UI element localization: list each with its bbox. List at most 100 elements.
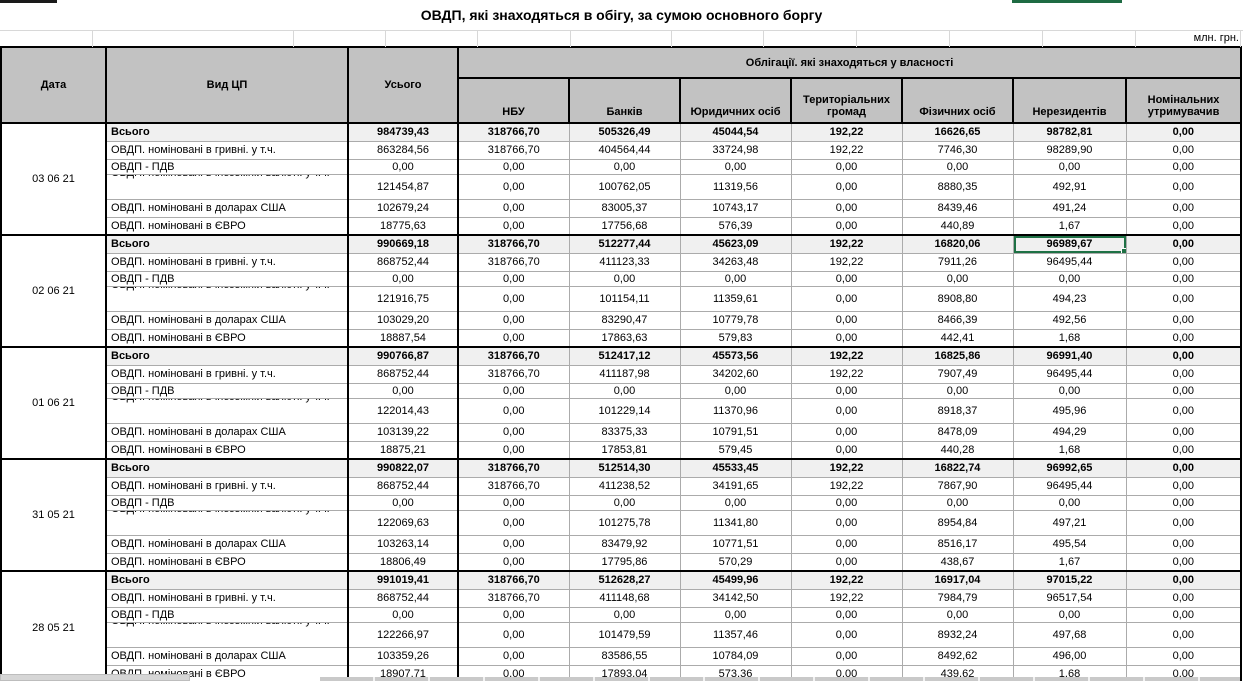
value-cell[interactable]: 0,00 — [458, 311, 570, 330]
value-cell[interactable]: 0,00 — [1126, 589, 1242, 608]
value-cell[interactable]: 8478,09 — [902, 423, 1014, 442]
value-cell[interactable]: 10743,17 — [680, 199, 792, 218]
value-cell[interactable]: 0,00 — [791, 199, 903, 218]
value-cell[interactable]: 495,96 — [1013, 398, 1127, 424]
header-individuals[interactable]: Фізичних осіб — [901, 77, 1014, 124]
value-cell[interactable]: 512514,30 — [569, 458, 681, 478]
value-cell[interactable]: 7867,90 — [902, 477, 1014, 496]
value-cell[interactable]: 868752,44 — [348, 365, 459, 384]
value-cell[interactable]: 0,00 — [1126, 365, 1242, 384]
value-cell[interactable]: 0,00 — [1126, 159, 1242, 175]
row-label-cell[interactable]: ОВДП - ПДВ — [106, 607, 349, 623]
value-cell[interactable]: 0,00 — [458, 159, 570, 175]
value-cell[interactable]: 404564,44 — [569, 141, 681, 160]
value-cell[interactable]: 45499,96 — [680, 570, 792, 590]
value-cell[interactable]: 0,00 — [1126, 174, 1242, 200]
value-cell[interactable]: 101154,11 — [569, 286, 681, 312]
value-cell[interactable]: 0,00 — [1126, 253, 1242, 272]
value-cell[interactable]: 192,22 — [791, 365, 903, 384]
value-cell[interactable]: 318766,70 — [458, 589, 570, 608]
value-cell[interactable]: 10784,09 — [680, 647, 792, 666]
row-label-cell[interactable]: ОВДП. номіновані в доларах США — [106, 423, 349, 442]
value-cell[interactable]: 96495,44 — [1013, 253, 1127, 272]
row-label-cell[interactable]: Всього — [106, 346, 349, 366]
value-cell[interactable]: 1,68 — [1013, 441, 1127, 460]
value-cell[interactable]: 121916,75 — [348, 286, 459, 312]
value-cell[interactable]: 0,00 — [902, 383, 1014, 399]
value-cell[interactable]: 0,00 — [902, 271, 1014, 287]
header-territorial-communities[interactable]: Територіальних громад — [790, 77, 903, 124]
row-label-cell[interactable]: ОВДП. номіновані в іноземній валюті. у т… — [106, 174, 349, 200]
value-cell[interactable]: 0,00 — [1126, 477, 1242, 496]
value-cell[interactable]: 83586,55 — [569, 647, 681, 666]
value-cell[interactable]: 0,00 — [1126, 570, 1242, 590]
value-cell[interactable]: 492,56 — [1013, 311, 1127, 330]
value-cell[interactable]: 8918,37 — [902, 398, 1014, 424]
date-cell[interactable]: 03 06 21 — [1, 122, 107, 235]
value-cell[interactable]: 0,00 — [1126, 423, 1242, 442]
value-cell[interactable]: 8880,35 — [902, 174, 1014, 200]
value-cell[interactable]: 0,00 — [1126, 311, 1242, 330]
value-cell[interactable]: 318766,70 — [458, 253, 570, 272]
value-cell[interactable]: 10791,51 — [680, 423, 792, 442]
value-cell[interactable]: 0,00 — [791, 311, 903, 330]
value-cell[interactable]: 0,00 — [1126, 234, 1242, 254]
value-cell[interactable]: 0,00 — [1013, 495, 1127, 511]
value-cell[interactable]: 411148,68 — [569, 589, 681, 608]
value-cell[interactable]: 16822,74 — [902, 458, 1014, 478]
value-cell[interactable]: 0,00 — [569, 495, 681, 511]
value-cell[interactable]: 0,00 — [1013, 383, 1127, 399]
value-cell[interactable]: 100762,05 — [569, 174, 681, 200]
value-cell[interactable]: 0,00 — [1126, 607, 1242, 623]
value-cell[interactable]: 318766,70 — [458, 365, 570, 384]
value-cell[interactable]: 318766,70 — [458, 458, 570, 478]
value-cell[interactable]: 0,00 — [791, 174, 903, 200]
value-cell[interactable]: 868752,44 — [348, 589, 459, 608]
value-cell[interactable]: 8439,46 — [902, 199, 1014, 218]
row-label-cell[interactable]: ОВДП. номіновані в гривні. у т.ч. — [106, 141, 349, 160]
value-cell[interactable]: 34191,65 — [680, 477, 792, 496]
value-cell[interactable]: 11359,61 — [680, 286, 792, 312]
header-banks[interactable]: Банків — [568, 77, 681, 124]
value-cell[interactable]: 318766,70 — [458, 234, 570, 254]
value-cell[interactable]: 101479,59 — [569, 622, 681, 648]
value-cell[interactable]: 102679,24 — [348, 199, 459, 218]
value-cell[interactable]: 0,00 — [458, 510, 570, 536]
value-cell[interactable]: 0,00 — [680, 495, 792, 511]
value-cell[interactable]: 0,00 — [1013, 159, 1127, 175]
value-cell[interactable]: 496,00 — [1013, 647, 1127, 666]
value-cell[interactable]: 1,68 — [1013, 329, 1127, 348]
value-cell[interactable]: 0,00 — [791, 159, 903, 175]
value-cell[interactable]: 96992,65 — [1013, 458, 1127, 478]
value-cell[interactable]: 0,00 — [1126, 346, 1242, 366]
value-cell[interactable]: 863284,56 — [348, 141, 459, 160]
row-label-cell[interactable]: Всього — [106, 458, 349, 478]
row-label-cell[interactable]: ОВДП. номіновані в іноземній валюті. у т… — [106, 286, 349, 312]
value-cell[interactable]: 7907,49 — [902, 365, 1014, 384]
header-total[interactable]: Усього — [347, 46, 459, 124]
value-cell[interactable]: 101275,78 — [569, 510, 681, 536]
value-cell[interactable]: 0,00 — [1126, 398, 1242, 424]
value-cell[interactable]: 505326,49 — [569, 122, 681, 142]
value-cell[interactable]: 494,23 — [1013, 286, 1127, 312]
value-cell[interactable]: 7746,30 — [902, 141, 1014, 160]
value-cell[interactable]: 512628,27 — [569, 570, 681, 590]
value-cell[interactable]: 192,22 — [791, 570, 903, 590]
value-cell[interactable]: 8908,80 — [902, 286, 1014, 312]
value-cell[interactable]: 17853,81 — [569, 441, 681, 460]
value-cell[interactable]: 16626,65 — [902, 122, 1014, 142]
value-cell[interactable]: 318766,70 — [458, 346, 570, 366]
value-cell[interactable]: 318766,70 — [458, 122, 570, 142]
value-cell[interactable]: 10771,51 — [680, 535, 792, 554]
value-cell[interactable]: 868752,44 — [348, 477, 459, 496]
value-cell[interactable]: 8466,39 — [902, 311, 1014, 330]
value-cell[interactable]: 0,00 — [458, 622, 570, 648]
value-cell[interactable]: 122014,43 — [348, 398, 459, 424]
value-cell[interactable]: 0,00 — [791, 217, 903, 236]
date-cell[interactable]: 01 06 21 — [1, 346, 107, 459]
value-cell[interactable]: 122266,97 — [348, 622, 459, 648]
row-label-cell[interactable]: ОВДП. номіновані в ЄВРО — [106, 329, 349, 348]
value-cell[interactable]: 411238,52 — [569, 477, 681, 496]
value-cell[interactable]: 0,00 — [348, 159, 459, 175]
value-cell[interactable]: 318766,70 — [458, 570, 570, 590]
